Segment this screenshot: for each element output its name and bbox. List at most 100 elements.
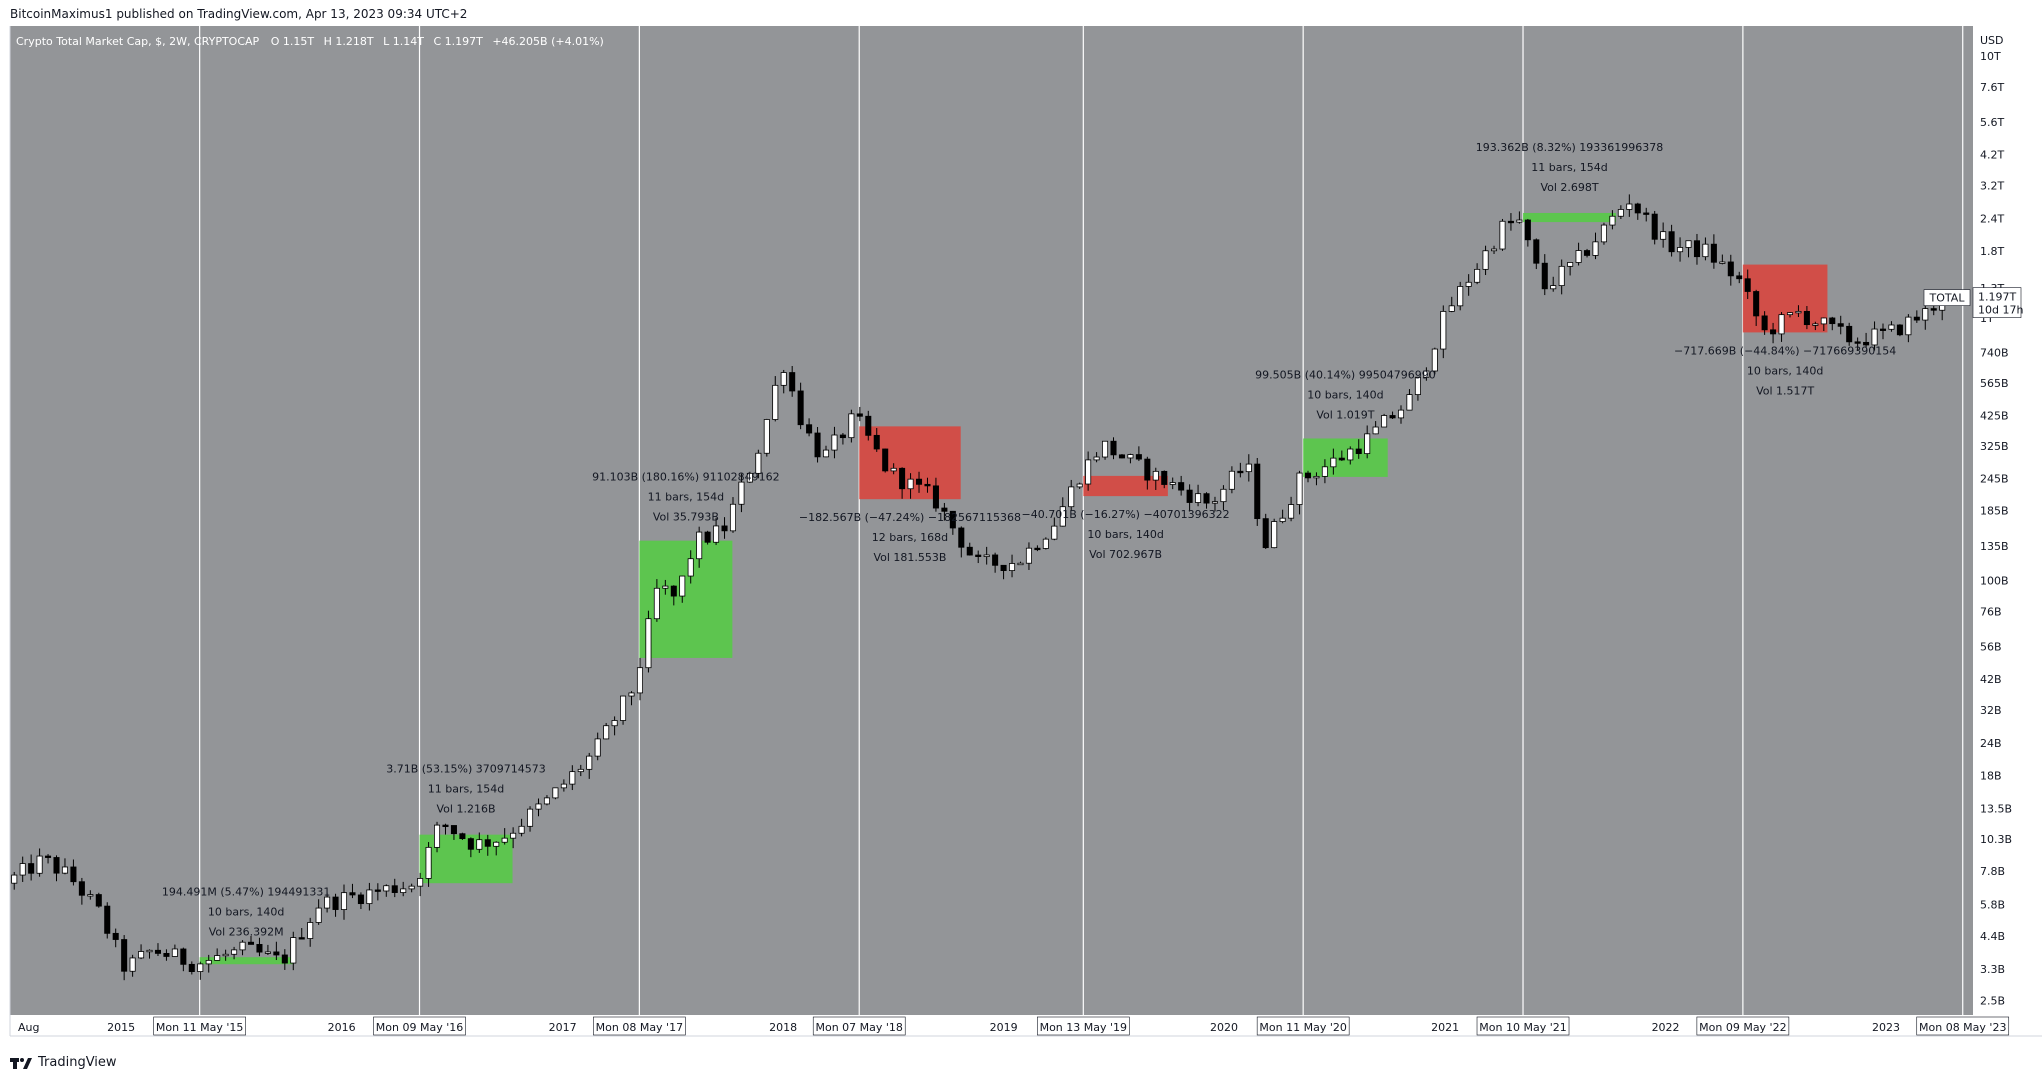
x-tick-label: Aug [18,1021,39,1034]
candle-body [1178,482,1185,491]
candle-body [1423,370,1430,378]
range-label-line: 10 bars, 140d [1747,364,1823,377]
range-box-green [199,957,293,965]
candle-body [1448,305,1455,312]
y-tick-label: 10.3B [1980,833,2012,846]
candle-body [873,434,880,450]
range-box-green [1303,438,1388,477]
chart-legend: Crypto Total Market Cap, $, 2W, CRYPTOCA… [16,35,604,48]
date-label-box [1476,1016,1570,1036]
candle-body [907,478,914,490]
candle-body [129,957,136,972]
candle-body [789,372,796,392]
candle-body [1085,459,1092,485]
candle-body [1195,493,1202,503]
candle-body [1228,470,1235,490]
candle-body [1313,475,1320,479]
range-label-line: 99.505B (40.14%) 99504796990 [1255,368,1436,381]
chart-plot-background [10,26,1973,1015]
range-labels: 194.491M (5.47%) 194491331 10 bars, 140d V… [162,141,1896,939]
candle-body [104,905,111,934]
tradingview-logo-icon [10,1056,32,1070]
candle-body [1059,506,1066,527]
candle-body [1626,203,1633,210]
date-label: Mon 11 May '20 [1259,1021,1346,1034]
current-price-countdown: 10d 17h [1978,304,2023,317]
y-axis-ticks: 10T7.6T5.6T4.2T3.2T2.4T1.8T1.3T1T740B565… [1980,50,2012,1008]
y-axis-background [1973,26,2042,1036]
total-tag-text: TOTAL [1929,292,1966,305]
candle-body [1009,563,1016,571]
candle-body [459,833,466,840]
candle-body [527,808,534,827]
candle-body [797,390,804,426]
candle-body [1499,220,1506,250]
candle-body [1660,231,1667,240]
candle-body [400,888,407,893]
candle-body [36,855,43,874]
x-tick-label: 2015 [107,1021,135,1034]
y-tick-label: 185B [1980,504,2009,517]
y-tick-label: 2.4T [1980,212,2004,225]
range-label-line: Vol 1.517T [1756,384,1814,397]
candle-body [1879,328,1887,331]
candle-body [1118,454,1125,459]
candle-body [628,692,635,697]
candle-body [518,825,525,834]
candle-body [264,951,271,954]
candle-body [704,531,711,543]
candle-body [138,951,145,959]
footer-brand-text: TradingView [38,1055,117,1070]
candle-body [450,825,457,835]
publisher-header: BitcoinMaximus1 published on TradingView… [10,4,467,24]
candle-body [738,481,745,505]
candle-body [467,838,474,850]
range-label-line: Vol 181.553B [873,551,946,564]
candle-body [932,485,939,509]
y-tick-label: 245B [1980,472,2009,485]
legend-c-label: C [433,35,441,48]
y-tick-label: 7.8B [1980,865,2005,878]
y-tick-label: 4.2T [1980,149,2004,162]
candle-body [552,787,559,799]
candle-body [882,448,889,472]
publisher-name[interactable]: BitcoinMaximus1 [10,7,113,21]
candle-body [19,863,26,876]
candle-body [1507,220,1514,224]
current-price-value: 1.197T [1978,291,2016,304]
candle-body [340,892,348,910]
candle-body [1330,457,1337,468]
candle-body [1288,504,1295,519]
candle-body [1812,323,1819,326]
candle-body [1567,262,1574,267]
candle-body [256,944,263,953]
range-box-green [639,540,733,658]
candle-body [560,783,567,789]
range-label-line: Vol 35.793B [653,511,719,524]
y-tick-label: 32B [1980,704,2002,717]
total-tag [1923,289,1971,306]
candle-body [1896,324,1903,336]
footer-brand[interactable]: TradingView [10,1052,117,1074]
range-label-line: 3.71B (53.15%) 3709714573 [386,763,546,776]
y-tick-label: 18B [1980,770,2002,783]
y-tick-label: 100B [1980,574,2009,587]
y-tick-label: 3.2T [1980,180,2004,193]
date-label: Mon 10 May '21 [1479,1021,1566,1034]
y-tick-label: 325B [1980,440,2009,453]
y-tick-label: 24B [1980,737,2002,750]
candle-body [814,432,821,458]
candle-body [1770,329,1777,335]
candle-body [772,384,779,420]
candle-body [1279,517,1286,522]
candle-body [281,954,288,964]
y-tick-label: 4.4B [1980,930,2005,943]
candle-body [1829,317,1836,325]
y-tick-label: 10T [1980,50,2001,63]
candle-body [493,841,500,847]
candle-body [222,953,229,957]
candle-body [586,755,593,770]
candle-body [899,467,906,490]
candle-body [1922,308,1929,321]
